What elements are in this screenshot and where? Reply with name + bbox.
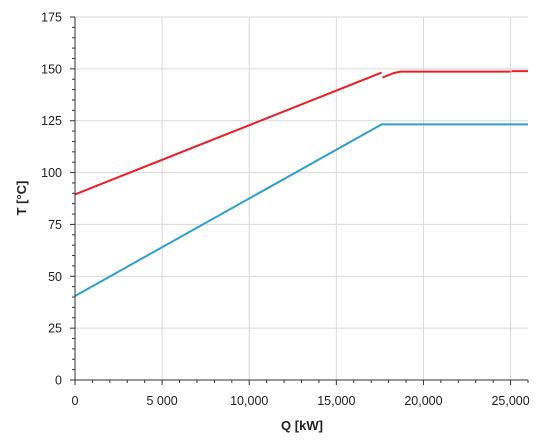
x-axis-title: Q [kW] [281,418,323,433]
x-tick-label: 25,000 [491,394,529,408]
y-tick-label: 25 [48,322,62,336]
y-tick-label: 50 [48,270,62,284]
x-tick-label: 0 [72,394,79,408]
x-tick-label: 5 000 [146,394,177,408]
series-lines [74,70,528,297]
series-1-segment-0 [74,123,528,297]
x-tick-label: 20,000 [404,394,442,408]
axis-ticks: 0 25 50 75 100 125 150 175 0 5 000 10,000 15,000 20,… [41,11,530,409]
series-0-segment-1 [382,70,511,79]
y-axis-title: T [°C] [14,181,29,216]
y-tick-label: 75 [48,218,62,232]
y-tick-label: 175 [41,11,62,25]
series-0-segment-0 [74,71,382,196]
y-tick-label: 100 [41,166,62,180]
y-tick-label: 0 [55,374,62,388]
grid-lines [75,16,528,380]
y-tick-label: 150 [41,62,62,76]
y-tick-label: 125 [41,114,62,128]
x-tick-label: 15,000 [317,394,355,408]
x-tick-label: 10,000 [230,394,268,408]
